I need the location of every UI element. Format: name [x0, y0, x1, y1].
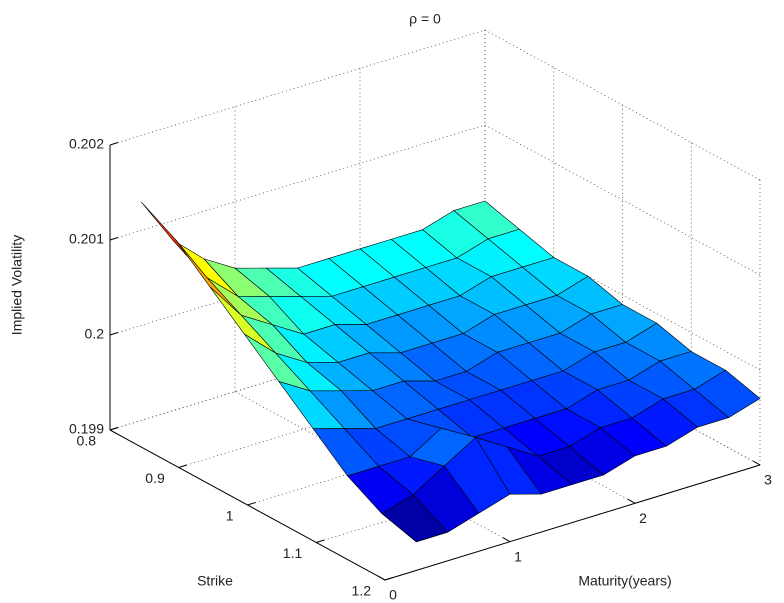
- y-tick: [178, 464, 187, 468]
- x-tick: [752, 460, 761, 466]
- x-tick: [627, 498, 636, 504]
- x-tick-label: 3: [764, 472, 772, 488]
- x-tick: [377, 575, 386, 581]
- z-tick-label: 0.2: [85, 326, 105, 342]
- z-tick: [109, 237, 119, 241]
- x-tick-label: 1: [514, 548, 522, 564]
- y-tick-label: 1.1: [283, 545, 303, 561]
- z-tick: [109, 142, 119, 146]
- y-tick: [384, 577, 394, 581]
- grid-line: [109, 124, 486, 241]
- y-tick-label: 1: [226, 508, 234, 524]
- x-tick: [502, 537, 511, 543]
- x-axis-label: Maturity(years): [578, 573, 671, 589]
- grid-line: [109, 29, 486, 146]
- y-tick: [316, 539, 325, 543]
- x-tick-label: 2: [639, 510, 647, 526]
- y-axis-label: Strike: [197, 573, 233, 589]
- z-axis-label: Implied Volatility: [9, 235, 25, 335]
- grid-line: [484, 124, 761, 276]
- z-tick-label: 0.199: [69, 421, 104, 437]
- surface-face: [381, 494, 448, 543]
- z-tick-label: 0.201: [69, 231, 104, 247]
- y-tick: [247, 502, 256, 506]
- y-tick: [109, 427, 119, 431]
- chart-title: ρ = 0: [409, 11, 441, 27]
- x-tick-label: 0: [389, 587, 397, 603]
- z-tick: [109, 332, 119, 336]
- y-tick-label: 0.9: [145, 470, 165, 486]
- y-tick-label: 0.8: [77, 433, 97, 449]
- z-tick-label: 0.202: [69, 136, 104, 152]
- y-tick-label: 1.2: [352, 583, 372, 599]
- x-axis: [384, 464, 761, 581]
